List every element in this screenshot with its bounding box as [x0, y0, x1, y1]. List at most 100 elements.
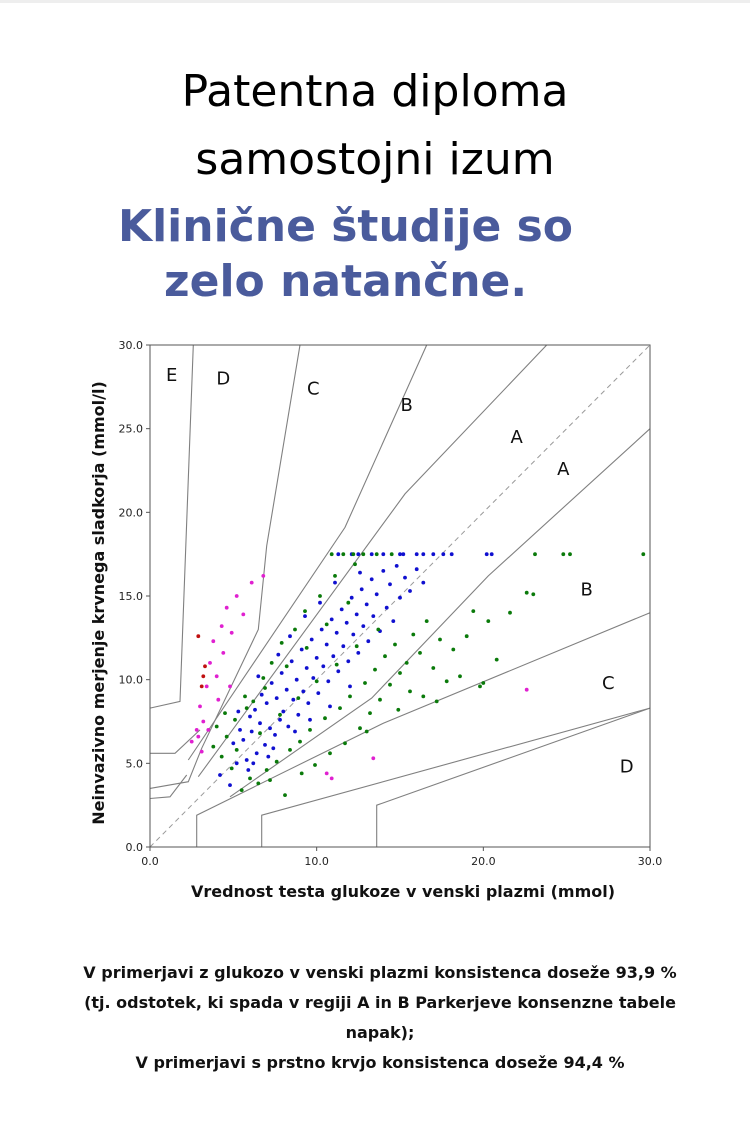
data-point-magenta — [371, 756, 376, 761]
data-point-green — [358, 726, 362, 731]
data-point-green — [354, 644, 359, 649]
data-point-blue — [289, 659, 294, 664]
data-point-green — [393, 642, 397, 647]
data-point-green — [248, 776, 252, 781]
data-point-blue — [291, 697, 296, 702]
data-point-green — [323, 716, 327, 721]
data-point-magenta — [234, 594, 239, 598]
data-point-green — [396, 707, 401, 712]
zone-boundary-lower-C-D — [261, 707, 651, 847]
data-point-magenta — [194, 728, 199, 732]
data-point-blue — [484, 552, 489, 557]
data-point-green — [341, 552, 346, 557]
data-point-blue — [398, 552, 402, 557]
footnote-line-3: napak); — [345, 1023, 415, 1042]
data-point-green — [508, 610, 512, 615]
data-point-green — [383, 654, 387, 659]
data-point-blue — [246, 768, 251, 772]
data-point-green — [324, 622, 329, 627]
data-point-green — [481, 681, 486, 685]
data-point-magenta — [329, 776, 334, 781]
y-tick-label: 10.0 — [119, 674, 144, 687]
data-point-blue — [253, 707, 257, 712]
data-point-green — [531, 592, 536, 597]
data-point-green — [308, 728, 312, 732]
data-point-green — [398, 671, 402, 675]
data-point-blue — [314, 656, 319, 660]
data-point-blue — [269, 681, 274, 685]
data-point-blue — [401, 552, 406, 557]
data-point-magenta — [199, 749, 204, 754]
data-point-blue — [366, 639, 371, 644]
zone-label-D: D — [620, 757, 634, 778]
data-point-blue — [356, 552, 361, 557]
data-point-green — [258, 731, 262, 736]
data-point-blue — [281, 709, 286, 714]
data-point-blue — [236, 709, 241, 714]
data-point-blue — [441, 552, 446, 557]
data-point-green — [239, 788, 244, 792]
top-border — [0, 0, 750, 3]
data-point-blue — [394, 564, 399, 568]
data-point-blue — [244, 758, 249, 762]
data-point-red — [196, 634, 201, 639]
data-point-blue — [381, 552, 386, 557]
data-point-green — [224, 734, 229, 739]
zone-boundary-upper-D-E — [149, 344, 194, 709]
subtitle-line-2: zelo natančne. — [164, 256, 528, 307]
data-point-blue — [351, 632, 356, 637]
data-point-magenta — [198, 704, 202, 709]
data-point-blue — [344, 620, 349, 625]
data-point-magenta — [524, 687, 529, 692]
data-point-red — [203, 664, 207, 669]
data-point-blue — [341, 644, 346, 649]
data-point-green — [458, 674, 462, 679]
data-point-blue — [276, 652, 281, 657]
data-point-green — [261, 676, 266, 680]
parkes-error-grid-chart: 0.0 10.0 20.0 30.0 0.0 5.0 10.0 15.0 20.0 25.0 30.… — [89, 339, 662, 901]
data-point-green — [274, 759, 279, 764]
data-point-blue — [374, 592, 379, 597]
data-point-blue — [263, 743, 267, 747]
data-point-green — [533, 552, 537, 557]
data-point-magenta — [206, 728, 211, 732]
data-point-green — [408, 689, 412, 694]
data-point-blue — [231, 741, 236, 746]
footnote-line-1: V primerjavi z glukozo v venski plazmi k… — [83, 963, 677, 982]
data-point-blue — [414, 552, 419, 557]
data-point-green — [373, 667, 377, 672]
data-point-blue — [349, 595, 354, 600]
data-point-green — [233, 717, 237, 722]
data-point-green — [431, 666, 436, 670]
data-point-blue — [301, 689, 306, 694]
data-point-blue — [489, 552, 494, 557]
zone-labels: E D C B A A B C D — [166, 365, 634, 778]
data-point-green — [264, 768, 269, 772]
footnote-line-2: (tj. odstotek, ki spada v regiji A in B … — [84, 993, 676, 1012]
y-tick-label: 0.0 — [126, 841, 144, 854]
data-point-blue — [234, 761, 239, 766]
data-point-green — [451, 647, 456, 652]
data-point-blue — [249, 729, 254, 734]
data-point-blue — [286, 724, 291, 729]
data-point-blue — [241, 738, 246, 742]
y-tick-label: 20.0 — [119, 506, 144, 519]
data-point-blue — [369, 577, 374, 582]
data-point-blue — [256, 674, 261, 679]
data-point-blue — [354, 612, 359, 617]
data-point-magenta — [204, 684, 209, 689]
data-point-green — [388, 682, 392, 687]
data-point-magenta — [216, 697, 221, 702]
data-point-green — [376, 627, 381, 632]
data-point-blue — [251, 761, 256, 766]
data-point-green — [464, 634, 469, 639]
zone-boundary-upper-C-D — [149, 344, 301, 789]
data-point-blue — [258, 721, 262, 726]
data-point-blue — [384, 605, 389, 610]
data-point-blue — [278, 717, 282, 722]
data-point-green — [234, 748, 239, 752]
data-point-blue — [359, 587, 364, 592]
data-point-blue — [329, 617, 334, 622]
data-point-magenta — [324, 771, 329, 776]
data-point-blue — [268, 726, 272, 731]
